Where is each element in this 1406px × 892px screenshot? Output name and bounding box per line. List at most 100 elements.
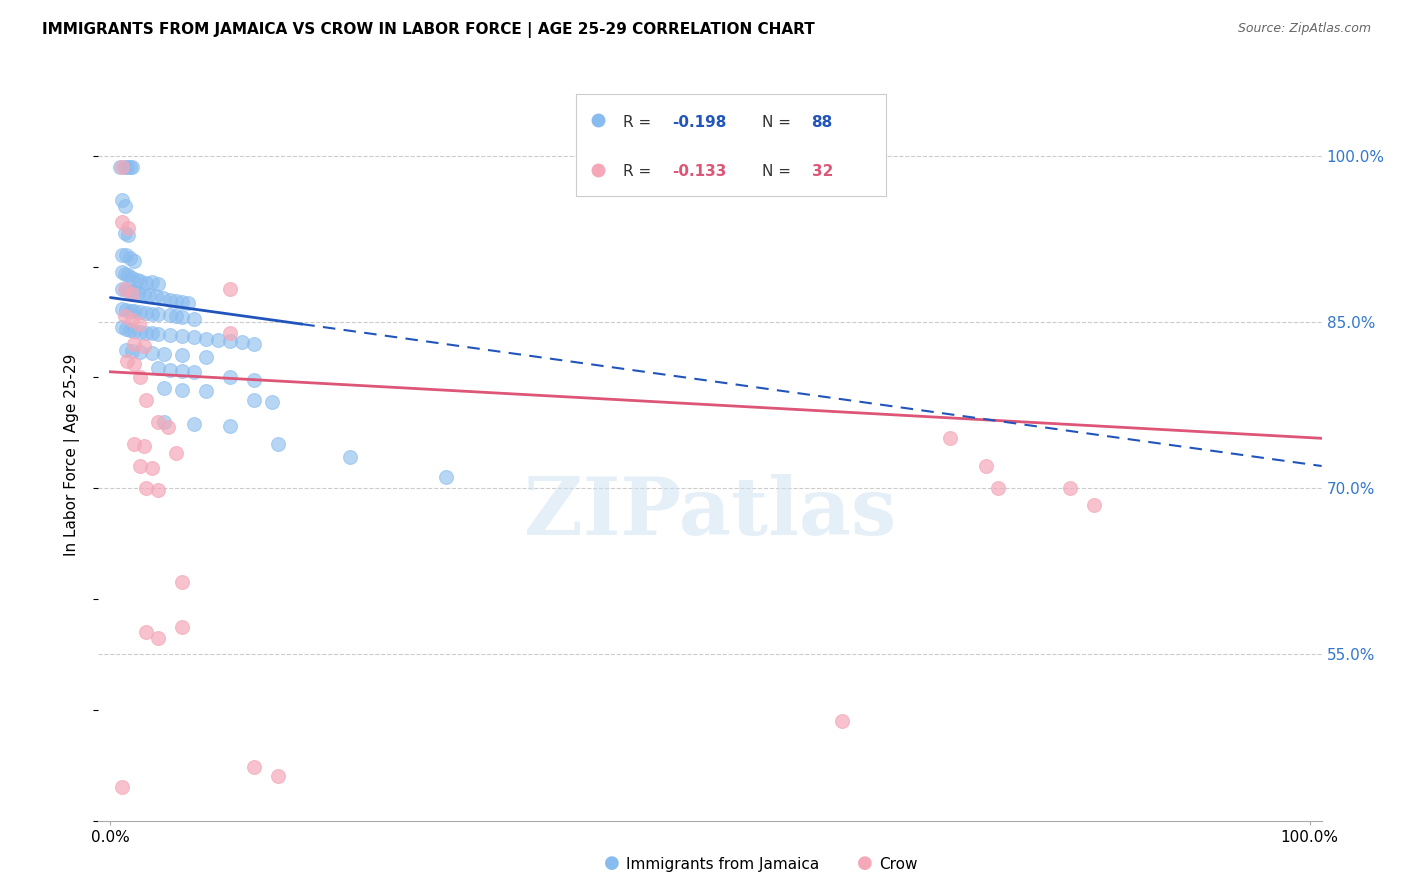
Text: R =: R = — [623, 115, 657, 130]
Text: Source: ZipAtlas.com: Source: ZipAtlas.com — [1237, 22, 1371, 36]
Point — [118, 251, 141, 265]
Point — [115, 248, 138, 262]
Text: R =: R = — [623, 164, 657, 179]
Text: 32: 32 — [811, 164, 832, 179]
Point — [165, 293, 187, 308]
Point — [111, 215, 134, 229]
Point — [114, 267, 136, 281]
Point — [153, 415, 176, 429]
Point — [434, 470, 457, 484]
Point — [172, 620, 194, 634]
Point — [111, 265, 134, 279]
Point — [172, 295, 194, 310]
Point — [121, 270, 143, 285]
Point — [111, 780, 134, 795]
Point — [141, 307, 163, 321]
Point — [219, 282, 242, 296]
Point — [124, 324, 146, 338]
Point — [172, 364, 194, 378]
Point — [117, 220, 139, 235]
Point — [118, 323, 141, 337]
Point — [262, 394, 284, 409]
Point — [148, 307, 170, 321]
Point — [172, 329, 194, 343]
Point — [207, 333, 229, 347]
Point — [115, 160, 138, 174]
Point — [117, 268, 139, 283]
Text: IMMIGRANTS FROM JAMAICA VS CROW IN LABOR FORCE | AGE 25-29 CORRELATION CHART: IMMIGRANTS FROM JAMAICA VS CROW IN LABOR… — [42, 22, 815, 38]
Point — [152, 291, 174, 305]
Point — [124, 285, 146, 299]
Point — [165, 446, 187, 460]
Text: -0.133: -0.133 — [672, 164, 727, 179]
Point — [159, 328, 181, 343]
Text: Crow: Crow — [879, 857, 917, 872]
Point — [231, 334, 253, 349]
Point — [111, 248, 134, 262]
Point — [267, 437, 290, 451]
Point — [115, 302, 138, 317]
Point — [127, 286, 149, 301]
Point — [135, 276, 157, 290]
Point — [124, 303, 146, 318]
Point — [117, 228, 139, 243]
Point — [172, 383, 194, 397]
Point — [129, 344, 152, 359]
Point — [121, 312, 143, 326]
Text: ●: ● — [603, 855, 620, 872]
Point — [1059, 481, 1081, 495]
Text: ●: ● — [856, 855, 873, 872]
Point — [267, 769, 290, 783]
Point — [125, 273, 148, 287]
Point — [124, 337, 146, 351]
Point — [115, 321, 138, 335]
Point — [118, 284, 141, 298]
Text: Immigrants from Jamaica: Immigrants from Jamaica — [626, 857, 818, 872]
Point — [243, 373, 266, 387]
Point — [129, 325, 152, 339]
Point — [195, 384, 218, 398]
Point — [129, 274, 152, 288]
Point — [153, 347, 176, 361]
Point — [148, 327, 170, 342]
Point — [114, 227, 136, 241]
Y-axis label: In Labor Force | Age 25-29: In Labor Force | Age 25-29 — [63, 354, 80, 556]
Point — [156, 420, 179, 434]
Point — [1083, 498, 1105, 512]
Point — [974, 458, 997, 473]
Point — [128, 317, 150, 331]
Point — [159, 362, 181, 376]
Point — [939, 431, 962, 445]
Point — [145, 289, 167, 303]
Point — [121, 160, 143, 174]
Point — [243, 392, 266, 407]
Point — [129, 305, 152, 319]
Point — [243, 337, 266, 351]
Point — [121, 287, 143, 301]
Point — [115, 283, 138, 297]
Point — [135, 481, 157, 495]
Point — [153, 381, 176, 395]
Point — [141, 275, 163, 289]
Point — [111, 160, 134, 174]
Point — [219, 334, 242, 348]
Point — [135, 625, 157, 640]
Point — [243, 760, 266, 774]
Point — [219, 419, 242, 434]
Point — [124, 357, 146, 371]
Point — [135, 326, 157, 340]
Point — [129, 458, 152, 473]
Point — [183, 311, 205, 326]
Point — [148, 483, 170, 498]
Point — [138, 288, 160, 302]
Point — [111, 301, 134, 316]
Point — [219, 370, 242, 384]
Point — [120, 303, 142, 318]
Text: N =: N = — [762, 115, 796, 130]
Point — [111, 193, 134, 207]
Point — [118, 160, 141, 174]
Point — [219, 326, 242, 340]
Point — [132, 287, 155, 301]
Point — [148, 415, 170, 429]
Point — [177, 296, 200, 310]
